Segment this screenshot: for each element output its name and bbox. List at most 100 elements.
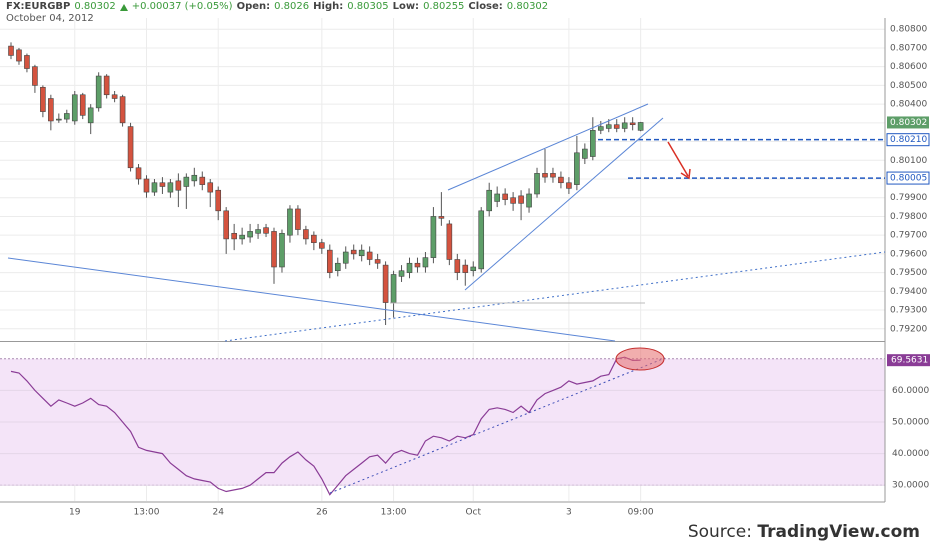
candle-body xyxy=(295,208,301,230)
level-label-box xyxy=(886,133,930,147)
candle-body xyxy=(566,182,572,189)
candle-body xyxy=(32,66,38,86)
y-tick-label: 0.79800 xyxy=(890,212,927,222)
symbol: FX:EURGBP xyxy=(6,1,71,12)
high-value: 0.80305 xyxy=(347,1,389,12)
last-price-label: 0.80302 xyxy=(890,118,927,128)
downtrend-line xyxy=(7,257,616,342)
change: +0.00037 (+0.05%) xyxy=(131,1,233,12)
y-tick-label: 0.80800 xyxy=(890,25,927,35)
source: Source: TradingView.com xyxy=(688,522,920,542)
y-tick-label: 0.79600 xyxy=(890,249,927,259)
candle-body xyxy=(558,176,564,184)
x-tick-label: 24 xyxy=(212,508,224,518)
y-tick-label: 0.79200 xyxy=(890,324,927,334)
candle-body xyxy=(446,223,453,260)
candle-body xyxy=(287,208,293,236)
candle-body xyxy=(470,266,477,272)
candle-body xyxy=(111,94,118,99)
y-tick-label: 0.79700 xyxy=(890,231,927,241)
candle-body xyxy=(542,173,548,178)
close-value: 0.80302 xyxy=(506,1,549,12)
candle-body xyxy=(629,122,636,126)
arrow-head xyxy=(680,168,691,180)
candle-body xyxy=(119,96,126,124)
candle-body xyxy=(478,210,485,270)
candle-body xyxy=(366,251,373,260)
candle-body xyxy=(334,262,341,272)
candle-body xyxy=(263,227,269,234)
candle-body xyxy=(398,270,405,277)
y-tick-label: 0.79400 xyxy=(890,287,927,297)
candle-body xyxy=(40,86,46,112)
candle-body xyxy=(191,174,198,182)
y-tick-label: 0.79900 xyxy=(890,193,927,203)
rsi-last-box xyxy=(887,354,930,367)
y-tick-label: 0.80400 xyxy=(890,100,927,110)
candle-body xyxy=(406,262,413,273)
candle-body xyxy=(510,197,516,204)
y-tick-label: 0.80500 xyxy=(890,81,927,91)
candle-body xyxy=(279,232,285,268)
candle-body xyxy=(597,126,604,131)
candle-body xyxy=(430,216,437,258)
candle-body xyxy=(438,216,445,219)
y-tick-label: 60.0000 xyxy=(892,386,929,396)
y-tick-label: 40.0000 xyxy=(892,449,929,459)
candle-body xyxy=(526,193,532,208)
candle-body xyxy=(48,98,54,122)
candle-body xyxy=(239,234,245,240)
rsi-trend-line xyxy=(329,357,666,494)
y-tick-label: 0.80600 xyxy=(890,62,927,72)
candle-body xyxy=(350,249,357,255)
candle-body xyxy=(358,249,365,257)
y-tick-label: 0.79500 xyxy=(890,268,927,278)
x-tick-label: 19 xyxy=(69,508,81,518)
marks-layer xyxy=(8,42,885,496)
annotations xyxy=(7,103,886,494)
candle-body xyxy=(374,259,381,264)
last-price: 0.80302 xyxy=(74,1,116,12)
label-layer: 19 13:00 24 26 13:00 Oct 3 09:00 0.80800 0.80700 0… xyxy=(69,25,930,518)
candle-body xyxy=(534,173,540,195)
candle-body xyxy=(590,130,596,157)
high-label: High: xyxy=(313,1,344,12)
candle-body xyxy=(231,232,237,240)
candle-body xyxy=(502,193,508,200)
date: October 04, 2012 xyxy=(6,13,94,24)
candle-body xyxy=(223,210,229,240)
candle-body xyxy=(255,229,261,234)
candle-body xyxy=(271,231,277,268)
y-tick-label: 0.79300 xyxy=(890,306,927,316)
candle-body xyxy=(621,122,628,129)
arrow-shaft xyxy=(667,141,689,177)
candle-body xyxy=(103,75,110,96)
candle-body xyxy=(87,107,94,124)
candle-body xyxy=(135,167,142,180)
last-price-box xyxy=(887,116,929,129)
candle-body xyxy=(382,264,389,303)
candle-body xyxy=(311,234,317,243)
source-name: TradingView.com xyxy=(757,522,920,542)
candle-body xyxy=(319,242,325,249)
candle-body xyxy=(95,75,102,109)
header: FX:EURGBP 0.80302 +0.00037 (+0.05%) Open… xyxy=(6,1,548,25)
candle-body xyxy=(71,94,78,122)
rsi-last-label: 69.5631 xyxy=(891,356,928,366)
open-value: 0.8026 xyxy=(274,1,310,12)
candle-body xyxy=(342,251,349,264)
source-prefix: Source: xyxy=(687,522,752,542)
candle-body xyxy=(613,124,620,129)
x-tick-label: Oct xyxy=(465,508,481,518)
close-label: Close: xyxy=(468,1,503,12)
candle-body xyxy=(390,274,397,303)
candle-body xyxy=(63,113,70,120)
candle-body xyxy=(159,182,166,187)
level-label: 0.80005 xyxy=(890,174,927,184)
candle-body xyxy=(454,259,461,273)
x-tick-label: 09:00 xyxy=(628,508,654,518)
background-layer xyxy=(0,18,885,501)
x-tick-label: 13:00 xyxy=(381,508,407,518)
